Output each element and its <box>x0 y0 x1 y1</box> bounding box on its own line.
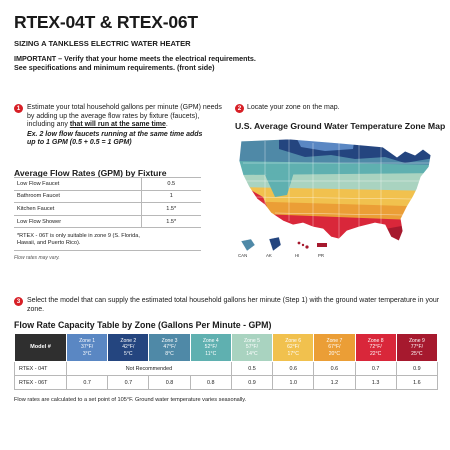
gpm-cell: 0.7 <box>65 375 109 390</box>
table-row: Bathroom Faucet 1 <box>14 189 201 203</box>
gpm-cell: 1.2 <box>313 375 356 390</box>
page-subtitle: SIZING A TANKLESS ELECTRIC WATER HEATER <box>14 39 191 48</box>
zone-header: Zone 6 62°F/17°C <box>272 333 315 362</box>
step-3-text: Select the model that can supply the est… <box>27 297 440 313</box>
fixture-gpm: 1 <box>140 189 201 203</box>
model-name: RTEX - 06T <box>14 375 67 390</box>
zone-header: Zone 2 42°F/5°C <box>107 333 150 362</box>
important-line-1: IMPORTANT – Verify that your home meets … <box>14 54 256 63</box>
fixture-gpm: 0.5 <box>140 177 201 191</box>
hawaii-island <box>297 241 301 245</box>
gpm-cell: 1.3 <box>354 375 397 390</box>
flow-rates-title: Average Flow Rates (GPM) by Fixture <box>14 168 167 178</box>
table-row: Kitchen Faucet 1.5* <box>14 202 201 216</box>
gpm-cell: 0.9 <box>395 361 439 376</box>
gpm-cell: 0.8 <box>148 375 191 390</box>
step-1-badge: 1 <box>14 104 23 113</box>
capacity-footnote: Flow rates are calculated to a set point… <box>14 397 247 403</box>
step-1-text-a: Estimate your total household gallons pe… <box>27 104 222 129</box>
flow-rates-footnote: *RTEX - 06T is only suitable in zone 9 (… <box>14 231 201 251</box>
gpm-cell: 1.6 <box>395 375 439 390</box>
footnote-line-1: *RTEX - 06T is only suitable in zone 9 (… <box>17 233 140 239</box>
step-1-example-line-2: up to 1 GPM (0.5 + 0.5 = 1 GPM) <box>27 139 132 147</box>
fixture-gpm: 1.5* <box>140 202 201 216</box>
flow-rates-caption: Flow rates may vary. <box>14 255 60 261</box>
step-2: 2 Locate your zone on the map. <box>235 104 340 113</box>
capacity-table-title: Flow Rate Capacity Table by Zone (Gallon… <box>14 320 272 330</box>
step-2-text: Locate your zone on the map. <box>247 104 340 111</box>
table-row: Low Flow Shower 1.5* <box>14 214 201 229</box>
gpm-cell: 0.6 <box>313 361 356 376</box>
step-1: 1 Estimate your total household gallons … <box>14 104 224 146</box>
zone-header: Zone 9 77°F/25°C <box>395 333 439 362</box>
step-2-badge: 2 <box>235 104 244 113</box>
map-label-pr: PR <box>318 253 325 258</box>
gpm-cell: 0.5 <box>230 361 274 376</box>
alaska-shape <box>268 236 282 252</box>
gpm-cell: 0.9 <box>230 375 274 390</box>
table-row: Low Flow Faucet 0.5 <box>14 177 201 191</box>
capacity-header-row: Model # Zone 1 37°F/3°C Zone 2 42°F/5°C Zo… <box>14 333 439 362</box>
zone-header: Zone 4 52°F/11°C <box>189 333 232 362</box>
map-label-hi: HI <box>295 253 300 258</box>
fixture-name: Bathroom Faucet <box>14 189 141 203</box>
table-row: RTEX - 04T Not Recommended 0.5 0.6 0.6 0… <box>14 361 439 376</box>
important-line-2: See specifications and minimum requireme… <box>14 63 215 73</box>
gpm-cell: 1.0 <box>272 375 315 390</box>
model-header: Model # <box>14 333 67 362</box>
step-1-text-b: . <box>165 121 168 129</box>
canada-marker <box>240 238 256 252</box>
zone-header: Zone 8 72°F/22°C <box>354 333 397 362</box>
zone-header: Zone 7 67°F/20°C <box>313 333 356 362</box>
fixture-name: Low Flow Faucet <box>14 177 141 191</box>
zone-header: Zone 3 47°F/8°C <box>148 333 191 362</box>
fixture-gpm: 1.5* <box>140 214 201 229</box>
gpm-cell: 0.7 <box>107 375 150 390</box>
step-1-text-underlined: that will run at the same time <box>69 121 166 129</box>
puerto-rico-shape <box>317 243 327 247</box>
zone-map <box>238 138 432 252</box>
important-notice: IMPORTANT – Verify that your home meets … <box>14 54 294 72</box>
capacity-table: Model # Zone 1 37°F/3°C Zone 2 42°F/5°C Zo… <box>14 333 439 390</box>
step-3: 3 Select the model that can supply the e… <box>14 297 442 313</box>
step-1-text: Estimate your total household gallons pe… <box>27 104 224 148</box>
page-title: RTEX-04T & RTEX-06T <box>14 12 198 32</box>
step-1-example: Ex. 2 low flow faucets running at the sa… <box>27 131 224 148</box>
gpm-cell: 0.7 <box>354 361 397 376</box>
map-title: U.S. Average Ground Water Temperature Zo… <box>235 121 446 131</box>
map-label-can: CAN <box>238 253 248 258</box>
zone-header: Zone 1 37°F/3°C <box>65 333 109 362</box>
footnote-line-2: Hawaii, and Puerto Rico). <box>17 240 81 246</box>
flow-rates-table: Low Flow Faucet 0.5 Bathroom Faucet 1 Ki… <box>14 177 201 229</box>
gpm-cell: 0.6 <box>272 361 315 376</box>
step-3-badge: 3 <box>14 297 23 306</box>
step-1-example-line-1: Ex. 2 low flow faucets running at the sa… <box>27 130 203 138</box>
zone-header: Zone 5 57°F/14°C <box>230 333 274 362</box>
gpm-cell: 0.8 <box>189 375 232 390</box>
fixture-name: Low Flow Shower <box>14 214 141 229</box>
table-row: RTEX - 06T 0.7 0.7 0.8 0.8 0.9 1.0 1.2 1… <box>14 375 439 390</box>
not-recommended-cell: Not Recommended <box>66 361 232 376</box>
map-label-ak: AK <box>266 253 272 258</box>
fixture-name: Kitchen Faucet <box>14 202 141 216</box>
model-name: RTEX - 04T <box>14 361 67 376</box>
